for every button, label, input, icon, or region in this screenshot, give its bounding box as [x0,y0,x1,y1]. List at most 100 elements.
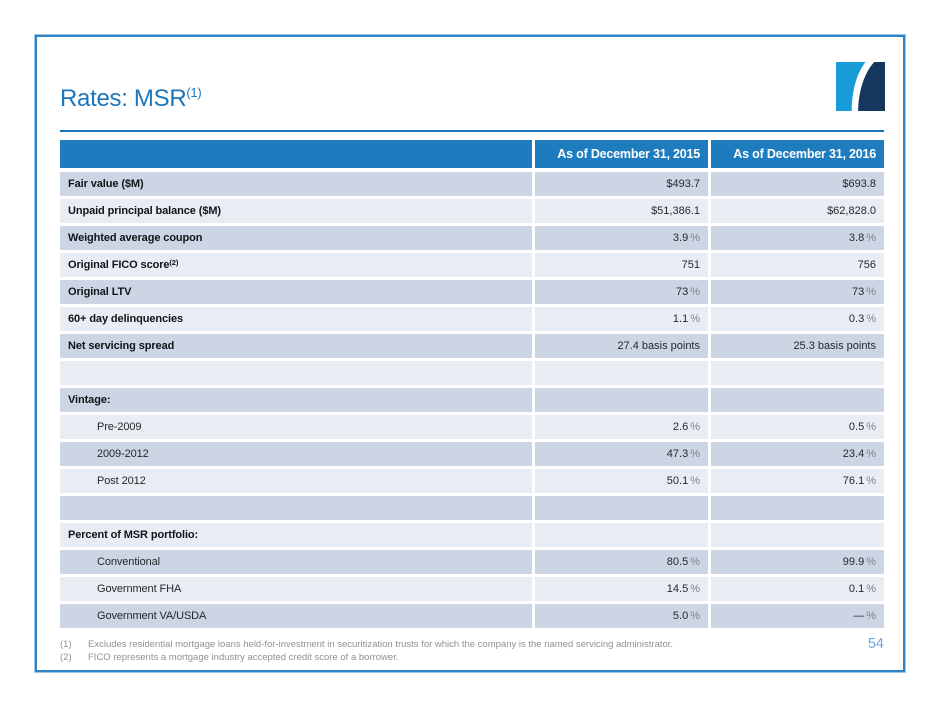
percent-sign: % [690,286,700,298]
value-2016: 73% [711,280,884,304]
header-cell-2015: As of December 31, 2015 [535,140,708,168]
row-label: Original FICO score (2) [60,253,532,277]
value-2015 [535,388,708,412]
value-2015: 80.5% [535,550,708,574]
value-2016: 99.9% [711,550,884,574]
page-number: 54 [867,636,884,652]
row-label: Pre-2009 [60,415,532,439]
table-row: Conventional 80.5% 99.9% [60,550,884,574]
percent-sign: % [866,313,876,325]
row-label: Government VA/USDA [60,604,532,628]
value-2015: 27.4 basis points [535,334,708,358]
row-label: 2009-2012 [60,442,532,466]
msr-table: As of December 31, 2015 As of December 3… [60,140,884,631]
table-rows: Fair value ($M) $493.7 $693.8 Unpaid princi… [60,172,884,628]
row-label: Unpaid principal balance ($M) [60,199,532,223]
row-label: Government FHA [60,577,532,601]
percent-sign: % [866,475,876,487]
title-divider [60,130,884,132]
percent-sign: % [690,232,700,244]
row-label: Original LTV [60,280,532,304]
footnote-2-text: FICO represents a mortgage industry acce… [88,651,399,663]
row-label: Percent of MSR portfolio: [60,523,532,547]
value-2015: 2.6% [535,415,708,439]
table-header-row: As of December 31, 2015 As of December 3… [60,140,884,168]
row-label [60,496,532,520]
table-row: Weighted average coupon 3.9% 3.8% [60,226,884,250]
value-2015: 751 [535,253,708,277]
percent-sign: % [690,475,700,487]
percent-sign: % [866,610,876,622]
slide-frame: Rates: MSR(1) As of December 31, 2015 As… [35,35,905,672]
percent-sign: % [690,610,700,622]
table-row: Vintage: [60,388,884,412]
percent-sign: % [690,313,700,325]
table-row: Unpaid principal balance ($M) $51,386.1 $6… [60,199,884,223]
row-label-footnote-ref: (2) [169,258,179,267]
percent-sign: % [690,448,700,460]
value-2015: 3.9% [535,226,708,250]
value-2015: 47.3% [535,442,708,466]
page-title-footnote-ref: (1) [186,85,202,100]
row-label: Weighted average coupon [60,226,532,250]
footnote-1-text: Excludes residential mortgage loans held… [88,639,674,650]
page-title: Rates: MSR(1) [60,85,202,113]
table-row: Government FHA 14.5% 0.1% [60,577,884,601]
page-title-text: Rates: MSR [60,85,187,112]
value-2016 [711,496,884,520]
value-2016: 23.4% [711,442,884,466]
percent-sign: % [866,448,876,460]
value-2015: 14.5% [535,577,708,601]
value-2015 [535,523,708,547]
table-row: Original LTV 73% 73% [60,280,884,304]
value-2016: —% [711,604,884,628]
table-row [60,361,884,385]
table-row: 2009-2012 47.3% 23.4% [60,442,884,466]
table-row: Pre-2009 2.6% 0.5% [60,415,884,439]
row-label: Vintage: [60,388,532,412]
value-2016: 3.8% [711,226,884,250]
row-label: Fair value ($M) [60,172,532,196]
footnote-2: (2) FICO represents a mortgage industry … [60,652,820,665]
table-row: Fair value ($M) $493.7 $693.8 [60,172,884,196]
value-2015: 73% [535,280,708,304]
value-2016: 756 [711,253,884,277]
footnotes: (1) Excludes residential mortgage loans … [60,639,820,665]
value-2015 [535,496,708,520]
value-2016 [711,388,884,412]
value-2015: $51,386.1 [535,199,708,223]
table-row: 60+ day delinquencies 1.1% 0.3% [60,307,884,331]
value-2016: $62,828.0 [711,199,884,223]
percent-sign: % [690,421,700,433]
value-2015: 1.1% [535,307,708,331]
percent-sign: % [690,583,700,595]
value-2016 [711,523,884,547]
percent-sign: % [866,421,876,433]
value-2016: 76.1% [711,469,884,493]
value-2015: $493.7 [535,172,708,196]
value-2016: 0.1% [711,577,884,601]
value-2016: 0.5% [711,415,884,439]
percent-sign: % [866,286,876,298]
percent-sign: % [866,583,876,595]
table-row: Government VA/USDA 5.0% —% [60,604,884,628]
value-2015: 50.1% [535,469,708,493]
row-label: Conventional [60,550,532,574]
value-2016 [711,361,884,385]
table-row [60,496,884,520]
header-cell-2016: As of December 31, 2016 [711,140,884,168]
percent-sign: % [866,556,876,568]
footnote-1-marker: (1) [60,639,72,650]
table-row: Post 2012 50.1% 76.1% [60,469,884,493]
value-2015: 5.0% [535,604,708,628]
row-label [60,361,532,385]
value-2016: 0.3% [711,307,884,331]
row-label: Net servicing spread [60,334,532,358]
row-label: 60+ day delinquencies [60,307,532,331]
table-row: Original FICO score (2) 751 756 [60,253,884,277]
footnote-1: (1) Excludes residential mortgage loans … [60,639,820,652]
value-2015 [535,361,708,385]
table-row: Net servicing spread 27.4 basis points 25.… [60,334,884,358]
table-row: Percent of MSR portfolio: [60,523,884,547]
